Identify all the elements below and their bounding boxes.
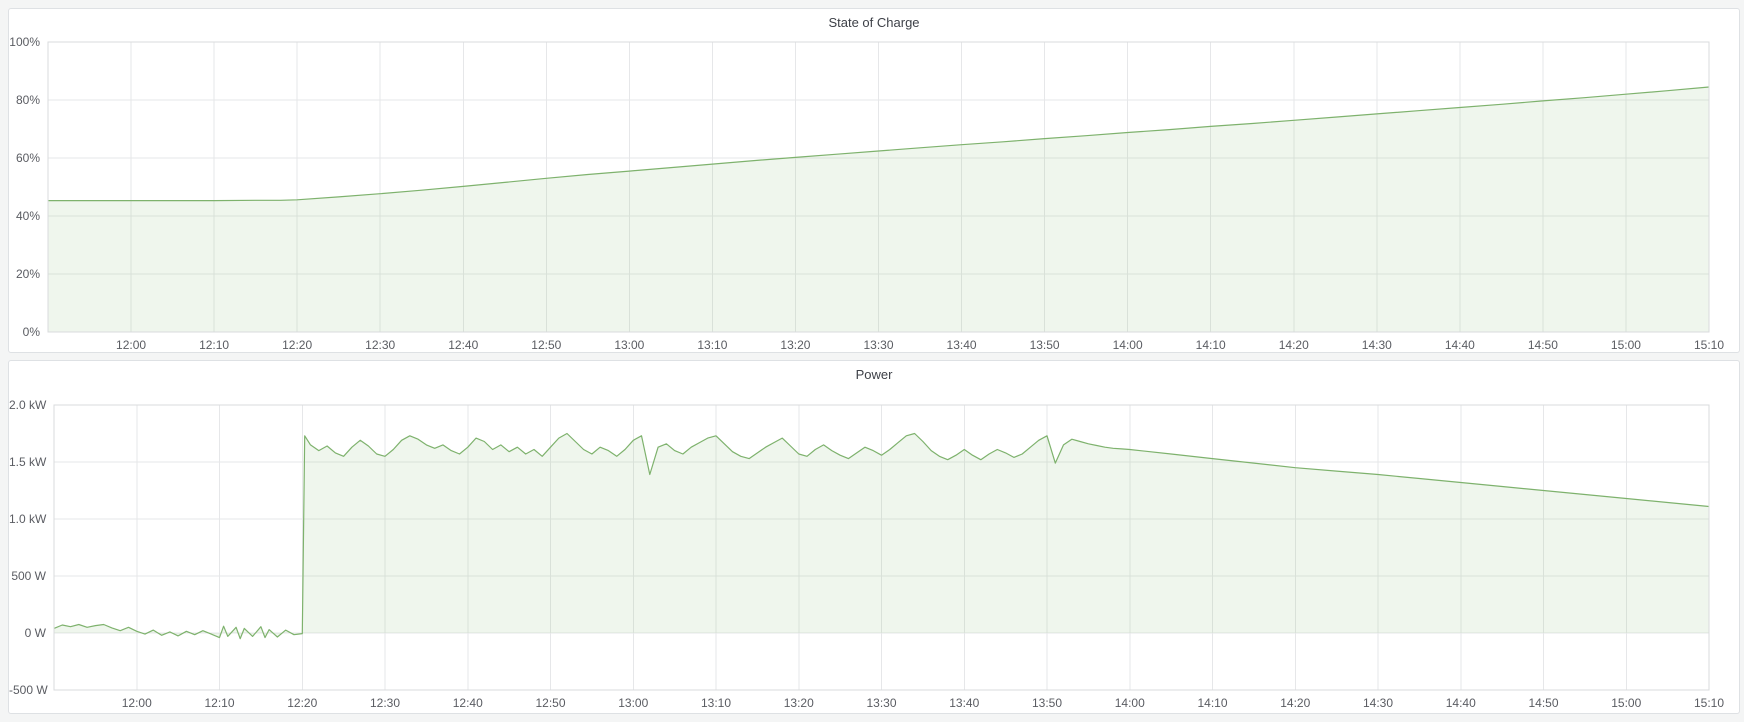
series-line: [48, 86, 1710, 202]
x-tick-label: 12:00: [116, 338, 147, 352]
x-tick-label: 14:20: [1278, 338, 1309, 352]
x-tick-label: 15:00: [1610, 338, 1641, 352]
plot-border: [47, 41, 1710, 333]
x-tick-label: 13:00: [614, 338, 645, 352]
x-tick-label: 12:50: [535, 696, 566, 710]
x-tick-label: 13:30: [866, 696, 897, 710]
x-tick-label: 12:30: [365, 338, 396, 352]
y-tick-label: 40%: [15, 209, 40, 223]
y-tick-label: 500 W: [11, 569, 46, 583]
x-tick-label: 13:40: [946, 338, 977, 352]
series-area: [54, 433, 1709, 639]
panel-power: Power -500 W 0 W 500 W 1.0 kW 1.5 kW 2.0 kW 12…: [8, 360, 1740, 714]
y-tick-label: 60%: [15, 151, 40, 165]
x-tick-label: 14:00: [1114, 696, 1145, 710]
x-tick-label: 14:40: [1445, 696, 1476, 710]
x-tick-label: 12:00: [121, 696, 152, 710]
panel-state-of-charge: State of Charge 0% 20% 40% 60% 80% 100% 12:00 1…: [8, 8, 1740, 353]
x-tick-label: 14:30: [1361, 338, 1392, 352]
x-tick-label: 12:50: [531, 338, 562, 352]
y-tick-label: 0%: [22, 325, 40, 339]
series-line: [53, 432, 1710, 640]
x-tick-label: 14:10: [1195, 338, 1226, 352]
x-tick-label: 15:00: [1611, 696, 1642, 710]
y-tick-label: 0 W: [24, 626, 46, 640]
x-tick-label: 12:40: [452, 696, 483, 710]
x-tick-label: 13:40: [949, 696, 980, 710]
y-tick-label: 80%: [15, 93, 40, 107]
x-tick-label: 13:20: [780, 338, 811, 352]
plot-border: [53, 404, 1710, 691]
series-area: [48, 87, 1709, 332]
y-tick-label: 1.5 kW: [9, 455, 47, 469]
x-tick-label: 13:20: [783, 696, 814, 710]
x-tick-label: 12:40: [448, 338, 479, 352]
x-tick-label: 12:20: [287, 696, 318, 710]
x-tick-label: 14:20: [1280, 696, 1311, 710]
chart-plot-area-power[interactable]: -500 W 0 W 500 W 1.0 kW 1.5 kW 2.0 kW 12:00 12:…: [9, 361, 1739, 713]
x-tick-label: 14:10: [1197, 696, 1228, 710]
y-tick-label: 1.0 kW: [9, 512, 47, 526]
x-tick-label: 13:50: [1029, 338, 1060, 352]
panel-title-power[interactable]: Power: [855, 367, 893, 382]
x-tick-label: 15:10: [1693, 338, 1725, 352]
x-tick-label: 12:30: [369, 696, 401, 710]
y-tick-label: -500 W: [9, 683, 48, 697]
y-tick-label: 20%: [15, 267, 40, 281]
chart-canvas: [53, 404, 1710, 691]
x-tick-label: 12:20: [282, 338, 313, 352]
x-tick-label: 14:50: [1527, 338, 1558, 352]
panel-title-state-of-charge[interactable]: State of Charge: [828, 15, 920, 30]
x-tick-label: 15:10: [1693, 696, 1725, 710]
x-tick-label: 13:50: [1031, 696, 1063, 710]
x-tick-label: 14:50: [1528, 696, 1559, 710]
chart-canvas: [47, 41, 1710, 333]
y-tick-label: 2.0 kW: [9, 398, 47, 412]
x-tick-label: 13:10: [697, 338, 728, 352]
x-tick-label: 14:30: [1362, 696, 1394, 710]
x-tick-label: 14:00: [1112, 338, 1143, 352]
x-tick-label: 12:10: [199, 338, 230, 352]
chart-plot-area-state-of-charge[interactable]: 0% 20% 40% 60% 80% 100% 12:00 12:10 12:20 12:30 12…: [9, 9, 1739, 352]
x-tick-label: 12:10: [204, 696, 235, 710]
x-tick-label: 14:40: [1444, 338, 1475, 352]
y-tick-label: 100%: [9, 35, 40, 49]
x-tick-label: 13:00: [618, 696, 649, 710]
x-tick-label: 13:10: [700, 696, 732, 710]
x-tick-label: 13:30: [863, 338, 894, 352]
